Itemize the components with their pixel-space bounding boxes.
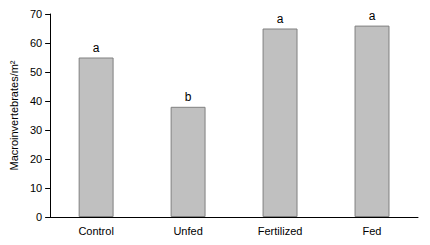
- svg-text:30: 30: [30, 124, 42, 136]
- svg-text:10: 10: [30, 182, 42, 194]
- svg-text:50: 50: [30, 66, 42, 78]
- svg-text:40: 40: [30, 95, 42, 107]
- svg-text:0: 0: [36, 211, 42, 223]
- svg-text:a: a: [93, 41, 100, 55]
- svg-text:Macroinvertebrates/m²: Macroinvertebrates/m²: [8, 60, 20, 170]
- svg-text:a: a: [277, 12, 284, 26]
- svg-text:20: 20: [30, 153, 42, 165]
- svg-text:Unfed: Unfed: [173, 225, 202, 237]
- svg-text:60: 60: [30, 37, 42, 49]
- svg-text:Control: Control: [78, 225, 113, 237]
- svg-text:Fertilized: Fertilized: [258, 225, 303, 237]
- svg-text:70: 70: [30, 8, 42, 20]
- svg-text:a: a: [369, 9, 376, 23]
- svg-text:Fed: Fed: [363, 225, 382, 237]
- svg-text:b: b: [185, 90, 192, 104]
